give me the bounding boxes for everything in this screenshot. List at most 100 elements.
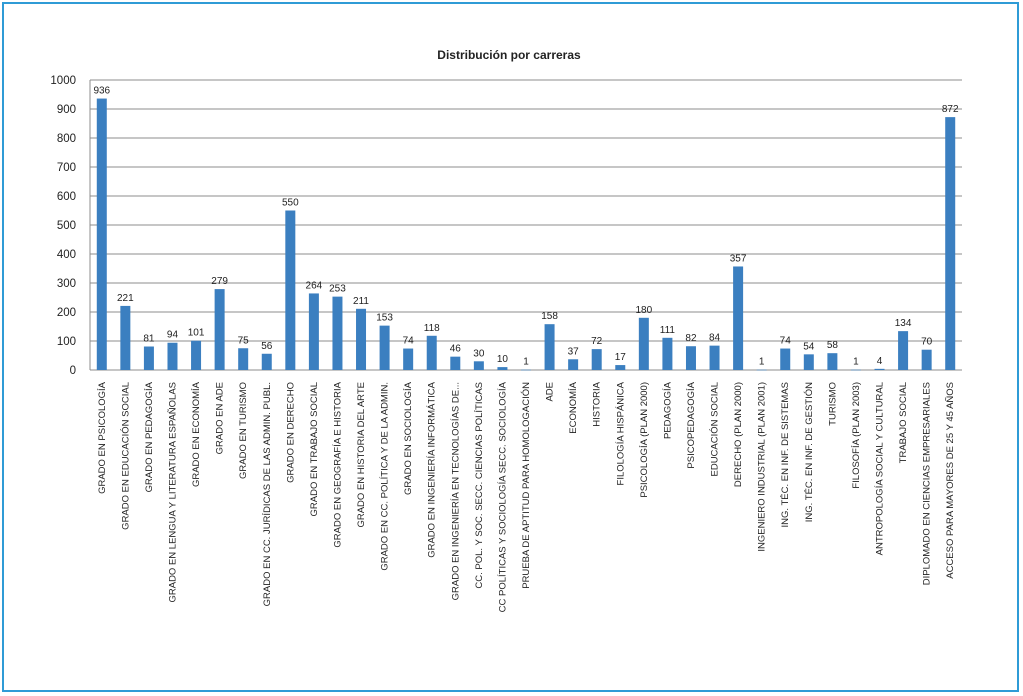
data-label: 30 — [473, 348, 485, 359]
data-label: 936 — [93, 86, 110, 97]
x-tick-label: EDUCACIÓN SOCIAL — [710, 382, 721, 477]
x-tick-label: GRADO EN CC. JURÍDICAS DE LAS ADMIN. PUB… — [262, 382, 273, 606]
bar — [143, 346, 154, 370]
x-tick-label: DERECHO (PLAN 2000) — [733, 382, 744, 487]
data-label: 70 — [921, 337, 933, 348]
bar — [827, 353, 838, 370]
bar — [898, 331, 909, 370]
data-label: 153 — [376, 313, 393, 324]
x-tick-label: ECONOMÍA — [568, 381, 579, 433]
data-label: 81 — [143, 334, 155, 345]
data-label: 872 — [942, 104, 959, 115]
chart-title: Distribución por carreras — [437, 48, 581, 62]
y-tick-label: 100 — [57, 336, 76, 348]
data-label: 4 — [877, 356, 883, 367]
x-tick-label: GRADO EN SOCIOLOGÍA — [403, 381, 414, 495]
bar — [167, 342, 178, 370]
data-label: 54 — [803, 341, 815, 352]
bar — [662, 337, 673, 370]
y-tick-label: 200 — [57, 307, 76, 319]
data-label: 1 — [523, 357, 529, 368]
x-tick-label: PSICOLOGÍA (PLAN 2000) — [639, 382, 650, 498]
x-axis-ticks: GRADO EN PSICOLOGÍA GRADO EN EDUCACIÓN SO… — [97, 381, 956, 612]
y-tick-label: 300 — [57, 278, 76, 290]
data-label: 180 — [635, 305, 652, 316]
data-label: 17 — [615, 352, 627, 363]
data-label: 74 — [403, 336, 415, 347]
data-label: 357 — [730, 253, 747, 264]
y-tick-label: 700 — [57, 162, 76, 174]
data-label: 46 — [450, 344, 462, 355]
data-label: 82 — [685, 333, 697, 344]
data-label: 1 — [759, 357, 765, 368]
bar — [403, 348, 414, 370]
y-tick-label: 500 — [57, 220, 76, 232]
data-label: 221 — [117, 293, 134, 304]
bar — [733, 266, 744, 370]
data-label: 211 — [353, 296, 369, 307]
data-label: 74 — [780, 336, 792, 347]
bar — [285, 210, 296, 370]
bar — [214, 289, 225, 370]
x-tick-label: TURISMO — [827, 382, 838, 426]
x-tick-label: ACCESO PARA MAYORES DE 25 Y 45 AÑOS — [945, 382, 956, 579]
x-tick-label: FILOLOGÍA HISPÁNICA — [615, 381, 626, 485]
x-tick-label: GRADO EN TRABAJO SOCIAL — [309, 382, 320, 516]
bars — [96, 98, 956, 371]
bar — [473, 361, 484, 370]
x-tick-label: GRADO EN PSICOLOGÍA — [97, 381, 108, 494]
x-tick-label: GRADO EN PEDAGOGÍA — [144, 381, 155, 492]
y-tick-label: 900 — [57, 104, 76, 116]
y-axis-ticks: 0 100 200 300 400 500 600 700 800 900 1000 — [50, 75, 76, 377]
data-label: 58 — [827, 340, 839, 351]
bar — [426, 335, 437, 370]
x-tick-label: GRADO EN ECONOMÍA — [191, 381, 202, 487]
bar — [356, 308, 367, 370]
bar — [544, 324, 555, 370]
bar — [497, 367, 508, 370]
bar — [191, 340, 202, 370]
bar — [945, 117, 956, 371]
x-tick-label: GRADO EN GEOGRAFÍA E HISTORIA — [332, 381, 343, 547]
bar — [238, 348, 249, 370]
x-tick-label: CC. POL. Y SOC. SECC. CIENCIAS POLÍTICAS — [474, 382, 485, 589]
x-tick-label: DIPLOMADO EN CIENCIAS EMPRESARIALES — [922, 382, 933, 585]
bar — [120, 305, 131, 370]
bar — [780, 348, 791, 370]
x-tick-label: GRADO EN INGENIERÍA INFORMÁTICA — [427, 381, 438, 557]
x-tick-label: GRADO EN LENGUA Y LITERATURA ESPAÑOLAS — [167, 382, 178, 603]
data-label: 279 — [211, 276, 228, 287]
data-label: 253 — [329, 284, 346, 295]
bar — [921, 349, 932, 370]
bar — [638, 317, 649, 370]
data-label: 111 — [660, 325, 676, 336]
x-tick-label: PEDAGOGÍA — [662, 381, 673, 439]
x-tick-label: GRADO EN DERECHO — [285, 382, 296, 483]
bar — [756, 369, 767, 371]
bar — [261, 353, 272, 370]
bar — [615, 365, 626, 370]
x-tick-label: GRADO EN ADE — [215, 382, 226, 454]
x-tick-label: ANTROPOLOGÍA SOCIAL Y CULTURAL — [875, 382, 886, 555]
x-tick-label: ING. TÉC. EN INF. DE GESTIÓN — [804, 382, 815, 522]
x-tick-label: FILOSOFÍA (PLAN 2003) — [851, 382, 862, 489]
y-tick-label: 1000 — [50, 75, 76, 87]
data-label: 158 — [541, 311, 558, 322]
data-label: 84 — [709, 333, 721, 344]
x-tick-label: ING. TÉC. EN INF. DE SISTEMAS — [780, 382, 791, 528]
bar — [709, 345, 720, 370]
y-tick-label: 600 — [57, 191, 76, 203]
bar-chart: Distribución por carreras 0 100 200 300 400 5… — [50, 48, 962, 612]
x-tick-label: TRABAJO SOCIAL — [898, 382, 909, 463]
x-tick-label: GRADO EN CC. POLÍTICA Y DE LA ADMIN. — [380, 382, 391, 571]
data-label: 118 — [424, 323, 440, 334]
data-label: 75 — [238, 335, 250, 346]
bar — [685, 346, 696, 370]
bar — [568, 359, 579, 370]
data-label: 550 — [282, 198, 299, 209]
x-tick-label: GRADO EN EDUCACIÓN SOCIAL — [120, 382, 131, 530]
data-label: 56 — [261, 341, 273, 352]
data-label: 101 — [188, 328, 205, 339]
bar — [379, 325, 390, 370]
